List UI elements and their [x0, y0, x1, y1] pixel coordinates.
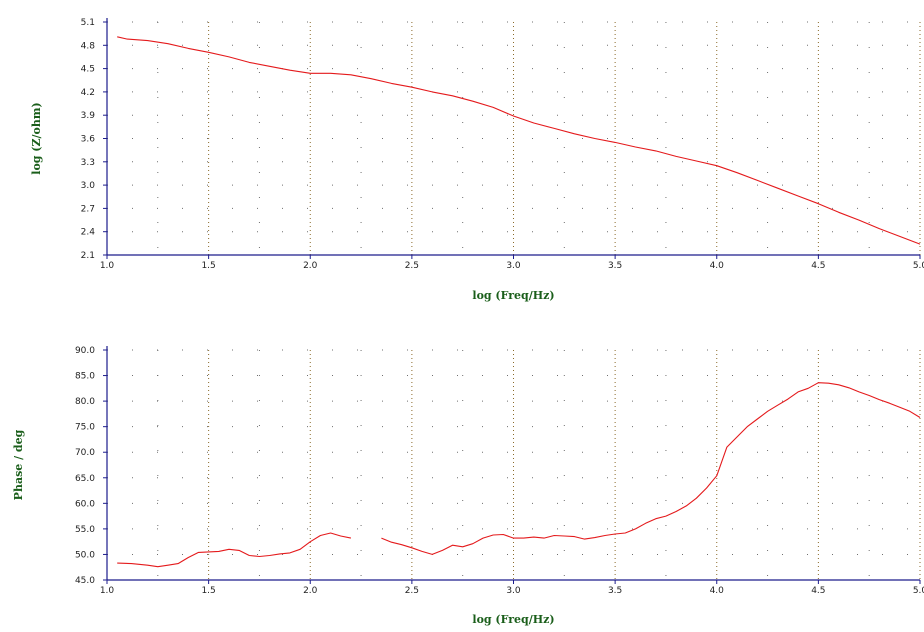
y-tick-label: 5.1	[81, 18, 95, 28]
x-tick-label: 4.0	[710, 261, 725, 271]
y-axis-label: log (Z/ohm)	[30, 102, 43, 174]
x-tick-label: 5.0	[913, 261, 924, 271]
x-tick-label: 1.5	[201, 586, 215, 596]
x-tick-label: 2.0	[303, 586, 318, 596]
x-tick-label: 3.0	[506, 261, 521, 271]
y-tick-label: 75.0	[75, 423, 95, 433]
x-tick-label: 5.0	[913, 586, 924, 596]
data-series-line-1	[117, 36, 921, 245]
x-tick-label: 4.0	[710, 586, 725, 596]
y-tick-label: 4.5	[81, 65, 95, 75]
y-tick-label: 80.0	[75, 397, 95, 407]
y-tick-label: 45.0	[75, 576, 95, 586]
y-tick-label: 70.0	[75, 448, 95, 458]
x-tick-label: 2.5	[405, 261, 419, 271]
y-tick-label: 4.2	[81, 88, 95, 98]
y-tick-label: 3.0	[81, 181, 96, 191]
y-tick-label: 2.7	[81, 204, 95, 214]
x-tick-label: 1.0	[100, 586, 115, 596]
y-tick-label: 50.0	[75, 550, 95, 560]
y-axis-label: Phase / deg	[12, 429, 25, 500]
y-tick-label: 55.0	[75, 525, 95, 535]
y-tick-label: 2.1	[81, 251, 95, 261]
x-tick-label: 4.5	[811, 586, 825, 596]
data-series-line-2	[381, 382, 921, 555]
y-tick-label: 4.8	[81, 41, 96, 51]
y-tick-label: 65.0	[75, 474, 95, 484]
phase-plot: 45.0 50.0 55.0 60.0 65.0 70.0 75.0 80.0 85.0 90.0…	[12, 346, 924, 626]
x-tick-label: 1.5	[201, 261, 215, 271]
x-tick-label: 2.5	[405, 586, 419, 596]
x-axis-label: log (Freq/Hz)	[472, 613, 554, 626]
y-tick-label: 85.0	[75, 372, 95, 382]
y-tick-label: 60.0	[75, 499, 95, 509]
y-tick-label: 2.4	[81, 228, 96, 238]
y-tick-label: 90.0	[75, 346, 95, 356]
x-tick-label: 1.0	[100, 261, 115, 271]
x-tick-label: 3.5	[608, 586, 622, 596]
x-tick-label: 3.0	[506, 586, 521, 596]
x-tick-label: 4.5	[811, 261, 825, 271]
y-tick-label: 3.3	[81, 158, 95, 168]
x-tick-label: 2.0	[303, 261, 318, 271]
y-tick-label: 3.9	[81, 111, 96, 121]
x-tick-label: 3.5	[608, 261, 622, 271]
x-axis-label: log (Freq/Hz)	[472, 289, 554, 302]
impedance-plot: 2.1 2.4 2.7 3.0 3.3 3.6 3.9 4.2 4.5 4.8 5.1 1.0 1.5 2…	[30, 18, 924, 302]
data-series-line-1	[117, 532, 352, 568]
y-tick-label: 3.6	[81, 135, 96, 145]
